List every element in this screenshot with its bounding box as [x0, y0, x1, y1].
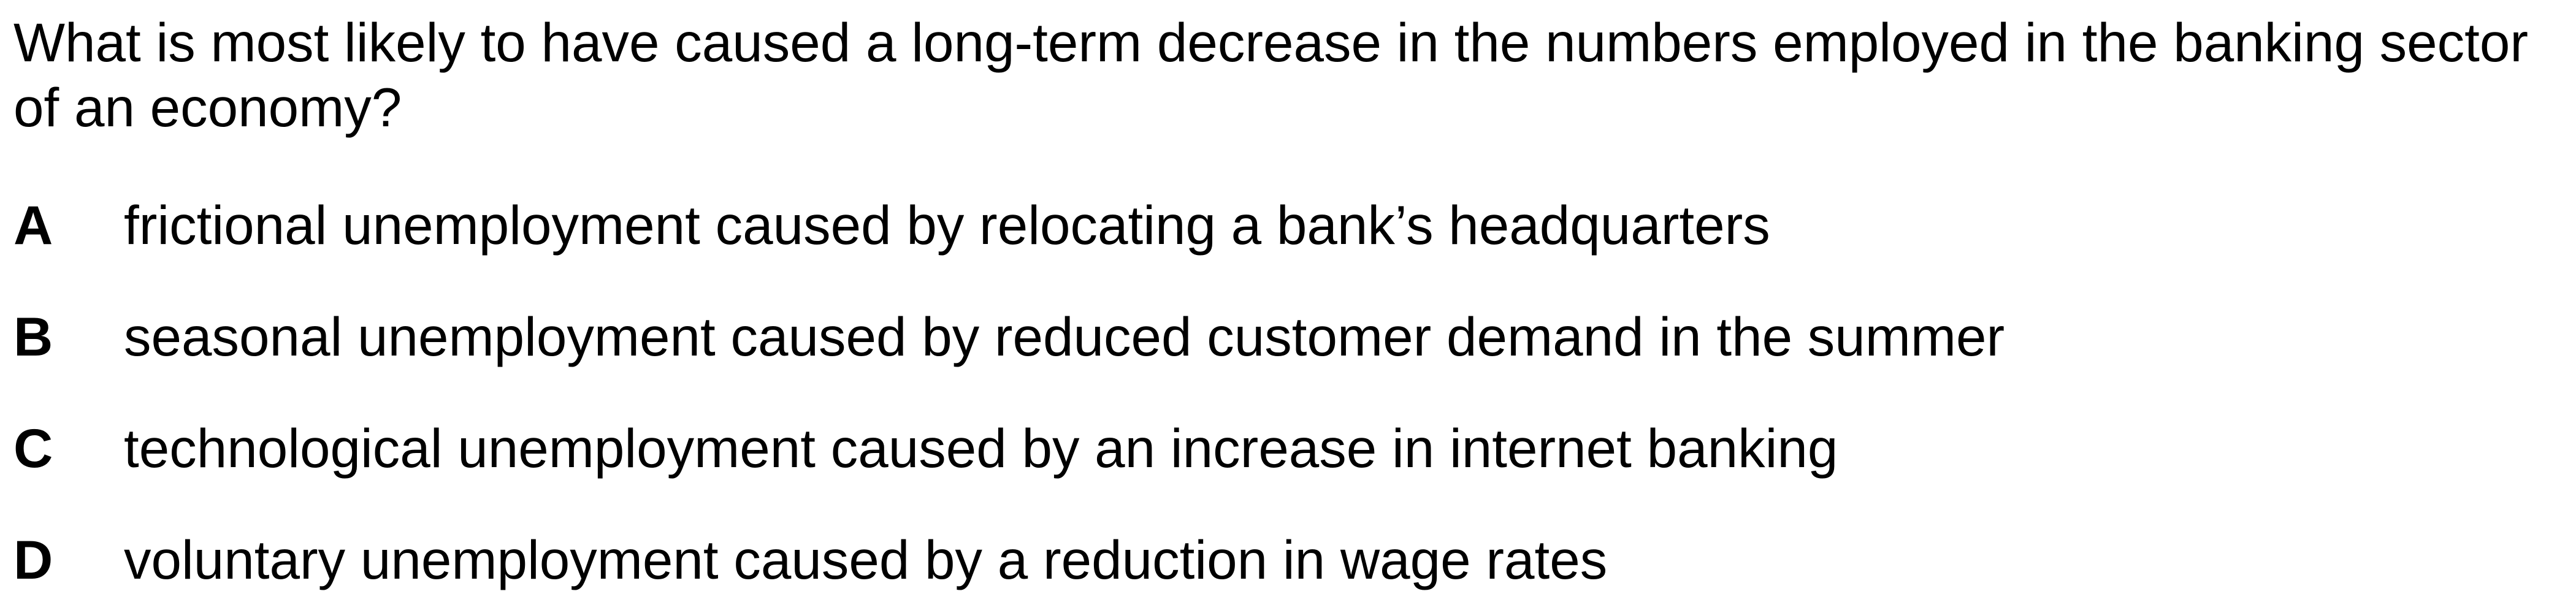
option-text: frictional unemployment caused by reloca… — [124, 194, 1770, 256]
option-letter: A — [13, 194, 53, 256]
option-letter: D — [13, 529, 53, 590]
option-letter: C — [13, 417, 53, 479]
option-a[interactable]: A frictional unemployment caused by relo… — [0, 192, 2576, 257]
option-text: seasonal unemployment caused by reduced … — [124, 306, 2005, 367]
option-c[interactable]: C technological unemployment caused by a… — [0, 416, 2576, 481]
option-text: technological unemployment caused by an … — [124, 417, 1838, 479]
option-b[interactable]: B seasonal unemployment caused by reduce… — [0, 304, 2576, 369]
option-letter: B — [13, 306, 53, 367]
option-text: voluntary unemployment caused by a reduc… — [124, 529, 1608, 590]
option-d[interactable]: D voluntary unemployment caused by a red… — [0, 527, 2576, 592]
question-text: What is most likely to have caused a lon… — [13, 12, 2529, 138]
